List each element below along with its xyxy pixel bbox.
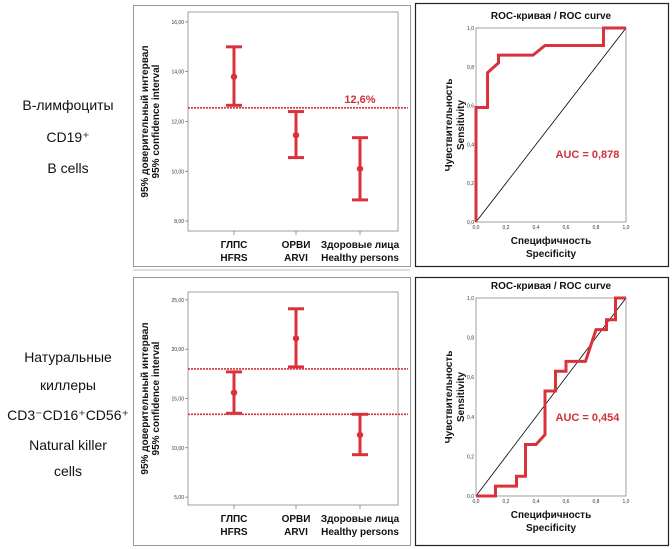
row-label-line: Натуральные: [24, 349, 112, 365]
x-tick-label: HFRS: [220, 253, 248, 264]
x-tick-label: 0,0: [473, 499, 480, 505]
y-axis-label-line: Sensitivity: [456, 372, 467, 422]
reference-label: 12,6%: [344, 94, 375, 106]
x-tick-label: 0,4: [533, 225, 540, 231]
mean-point: [356, 165, 364, 172]
row-label-line: Natural killer: [29, 437, 107, 453]
plot-area: [187, 291, 399, 506]
x-tick-label: 0,6: [563, 225, 570, 231]
y-tick-label: 0,8: [467, 65, 474, 71]
x-tick-label: Healthy persons: [321, 527, 399, 538]
y-tick-label: 1,0: [467, 26, 474, 32]
row-label-line: киллеры: [40, 377, 96, 393]
errorbar-chart: 8,00 10,00 12,00 14,00 16,00 95% доверительны…: [140, 11, 408, 264]
roc-chart: ROC-кривая / ROC curve 0,00,0 0,2 0,2 0,4 0,4…: [444, 11, 630, 260]
plot-area: [187, 11, 399, 232]
x-tick-label: 0,0: [473, 225, 480, 231]
row-label-line: cells: [54, 463, 82, 479]
y-axis-label: 95% доверительный интервал95% confidence…: [140, 45, 162, 197]
x-tick-label: ГЛПС: [221, 240, 248, 251]
panel-frame: [414, 276, 670, 547]
charts: 8,00 10,00 12,00 14,00 16,00 95% доверительны…: [133, 2, 670, 547]
auc-label: AUC = 0,878: [556, 149, 620, 161]
y-axis-label-line: Чувствительность: [444, 79, 455, 172]
diagonal-reference: [475, 27, 627, 223]
x-tick-label: Здоровые лица: [321, 240, 400, 251]
y-axis-label-line: 95% доверительный интервал: [140, 322, 151, 474]
y-tick-label: 0,0: [467, 220, 474, 226]
x-axis-label: Specificity: [526, 523, 576, 534]
plot-area: [475, 297, 627, 497]
row-label-line: CD3⁻CD16⁺CD56⁺: [7, 407, 129, 423]
y-tick-label: 12,00: [171, 120, 184, 126]
row-label-line: B cells: [47, 160, 88, 176]
y-tick-label: 25,00: [171, 298, 184, 304]
y-axis-label-line: Чувствительность: [444, 351, 455, 444]
roc-curve: [474, 26, 626, 222]
y-axis-label-line: 95% confidence interval: [151, 341, 162, 455]
y-tick-label: 10,00: [171, 446, 184, 452]
y-tick-label: 8,00: [174, 219, 184, 225]
x-tick-label: HFRS: [220, 527, 248, 538]
y-axis-label: 95% доверительный интервал95% confidence…: [140, 322, 162, 474]
y-tick-label: 0,0: [467, 494, 474, 500]
errorbar-chart: 5,00 10,00 15,00 20,00 25,00 95% доверительны…: [140, 291, 408, 538]
y-axis-label-line: 95% confidence interval: [151, 64, 162, 178]
mean-point: [292, 335, 300, 342]
y-tick-label: 0,4: [467, 415, 474, 421]
roc-chart: ROC-кривая / ROC curve 0,00,0 0,2 0,2 0,4 0,4…: [444, 281, 630, 534]
x-tick-label: ОРВИ: [282, 240, 311, 251]
row-label-line: CD19⁺: [46, 129, 89, 145]
mean-point: [230, 389, 238, 396]
x-tick-label: ОРВИ: [282, 514, 311, 525]
panel-frame: [414, 2, 670, 268]
y-axis-label-line: Sensitivity: [456, 100, 467, 150]
x-axis-label: Специфичность: [511, 509, 591, 521]
y-tick-label: 15,00: [171, 397, 184, 403]
y-tick-label: 5,00: [174, 495, 184, 501]
y-tick-label: 0,4: [467, 142, 474, 148]
mean-point: [230, 73, 238, 80]
x-tick-label: ARVI: [284, 253, 308, 264]
x-tick-label: 0,2: [503, 499, 510, 505]
x-tick-label: 0,4: [533, 499, 540, 505]
chart-title: ROC-кривая / ROC curve: [491, 11, 612, 22]
y-tick-label: 16,00: [171, 20, 184, 26]
y-tick-label: 1,0: [467, 296, 474, 302]
x-tick-label: 0,8: [593, 499, 600, 505]
roc-curve: [476, 296, 626, 498]
x-tick-label: 0,8: [593, 225, 600, 231]
y-axis-label: ЧувствительностьSensitivity: [444, 79, 467, 172]
x-tick-label: Здоровые лица: [321, 514, 400, 525]
y-axis-label: ЧувствительностьSensitivity: [444, 351, 467, 444]
x-tick-label: ГЛПС: [221, 514, 248, 525]
x-axis-label: Специфичность: [511, 235, 591, 247]
mean-point: [292, 131, 300, 139]
chart-title: ROC-кривая / ROC curve: [491, 281, 612, 292]
y-axis-label-line: 95% доверительный интервал: [140, 45, 151, 197]
y-tick-label: 10,00: [171, 169, 184, 175]
x-tick-label: Healthy persons: [321, 253, 399, 264]
y-tick-label: 0,2: [467, 454, 474, 460]
diagonal-reference: [475, 297, 627, 497]
y-tick-label: 20,00: [171, 347, 184, 353]
x-tick-label: 1,0: [623, 225, 630, 231]
panel-frame: [133, 5, 411, 267]
y-tick-label: 0,6: [467, 104, 474, 110]
x-tick-label: 0,6: [563, 499, 570, 505]
x-tick-label: 0,2: [503, 225, 510, 231]
x-tick-label: 1,0: [623, 499, 630, 505]
mean-point: [356, 431, 364, 439]
x-axis-label: Specificity: [526, 249, 576, 260]
row-labels: В-лимфоциты CD19⁺ B cells Натуральные киллер…: [7, 97, 129, 479]
y-tick-label: 0,6: [467, 375, 474, 381]
row-label-line: В-лимфоциты: [22, 97, 113, 113]
auc-label: AUC = 0,454: [556, 412, 621, 424]
panel-frame: [133, 277, 411, 546]
y-tick-label: 0,8: [467, 336, 474, 342]
y-tick-label: 0,2: [467, 181, 474, 187]
x-tick-label: ARVI: [284, 527, 308, 538]
y-tick-label: 14,00: [171, 70, 184, 76]
